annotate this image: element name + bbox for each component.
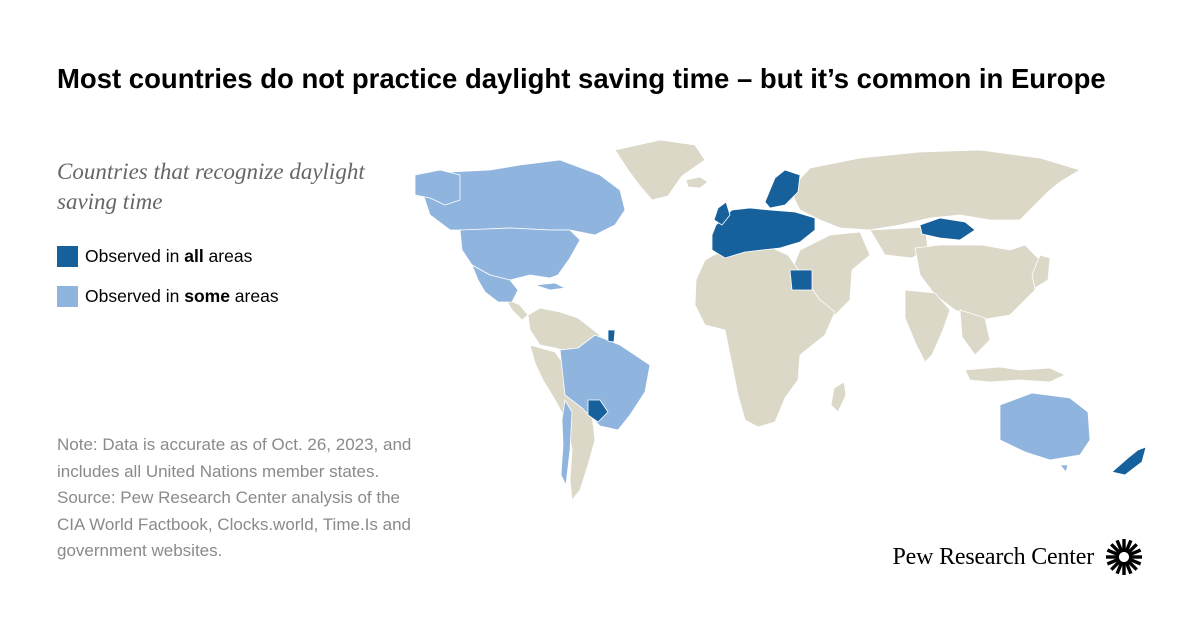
logo-ray — [1110, 559, 1122, 571]
world-map — [414, 139, 1147, 501]
map-subtitle: Countries that recognize daylight saving… — [57, 159, 365, 214]
logo-ray — [1126, 559, 1138, 571]
brand-name: Pew Research Center — [892, 543, 1095, 570]
mexico — [471, 264, 519, 303]
southeast-asia — [959, 309, 991, 356]
indonesia — [964, 366, 1066, 383]
uk-ireland — [713, 201, 731, 226]
pew-brand: Pew Research Center — [893, 537, 1144, 577]
africa — [694, 244, 836, 428]
logo-ray — [1106, 557, 1121, 566]
logo-ray — [1127, 557, 1142, 566]
india — [904, 289, 951, 363]
tasmania — [1059, 464, 1069, 473]
logo-ray — [1110, 543, 1122, 555]
scandinavia — [764, 169, 801, 209]
madagascar — [830, 381, 847, 413]
central-america — [504, 297, 529, 321]
logo-ray — [1126, 543, 1138, 555]
source-line: Source: Pew Research Center analysis of … — [57, 488, 401, 507]
source-note: Note: Data is accurate as of Oct. 26, 20… — [57, 432, 527, 565]
logo-ray — [1115, 539, 1124, 554]
legend: Observed in all areas Observed in some a… — [57, 244, 279, 324]
legend-swatch-some — [57, 285, 78, 307]
logo-ray — [1106, 548, 1121, 557]
japan — [1031, 254, 1051, 289]
legend-swatch-all — [57, 245, 78, 267]
source-line: government websites. — [57, 541, 223, 560]
iceland — [685, 176, 709, 189]
legend-item-some: Observed in some areas — [57, 284, 279, 308]
countries-not-observed — [504, 139, 1081, 501]
cuba — [534, 282, 566, 291]
australia — [999, 392, 1091, 461]
logo-ray — [1124, 560, 1133, 575]
legend-label-all: Observed in all areas — [85, 245, 253, 266]
brazil — [559, 334, 651, 431]
chart-title: Most countries do not practice daylight … — [57, 63, 1106, 94]
source-line: CIA World Factbook, Clocks.world, Time.I… — [57, 514, 411, 534]
logo-ray — [1127, 548, 1142, 557]
legend-label-some: Observed in some areas — [85, 285, 279, 306]
french-guiana — [607, 329, 616, 343]
pew-logo-icon — [1106, 539, 1142, 575]
logo-ray — [1124, 539, 1133, 554]
new-zealand — [1111, 446, 1147, 476]
countries-some-areas — [414, 159, 1091, 486]
mongolia — [919, 217, 976, 241]
europe — [711, 207, 816, 259]
countries-all-areas — [587, 169, 1147, 476]
chile — [560, 399, 573, 486]
paraguay — [587, 399, 609, 423]
note-line: Note: Data is accurate as of Oct. 26, 20… — [57, 435, 412, 454]
greenland — [614, 139, 706, 201]
legend-item-all: Observed in all areas — [57, 244, 279, 268]
egypt — [789, 269, 813, 291]
alaska — [414, 169, 461, 206]
note-line: includes all United Nations member state… — [57, 461, 380, 481]
logo-ray — [1115, 560, 1124, 575]
russia — [789, 149, 1081, 231]
